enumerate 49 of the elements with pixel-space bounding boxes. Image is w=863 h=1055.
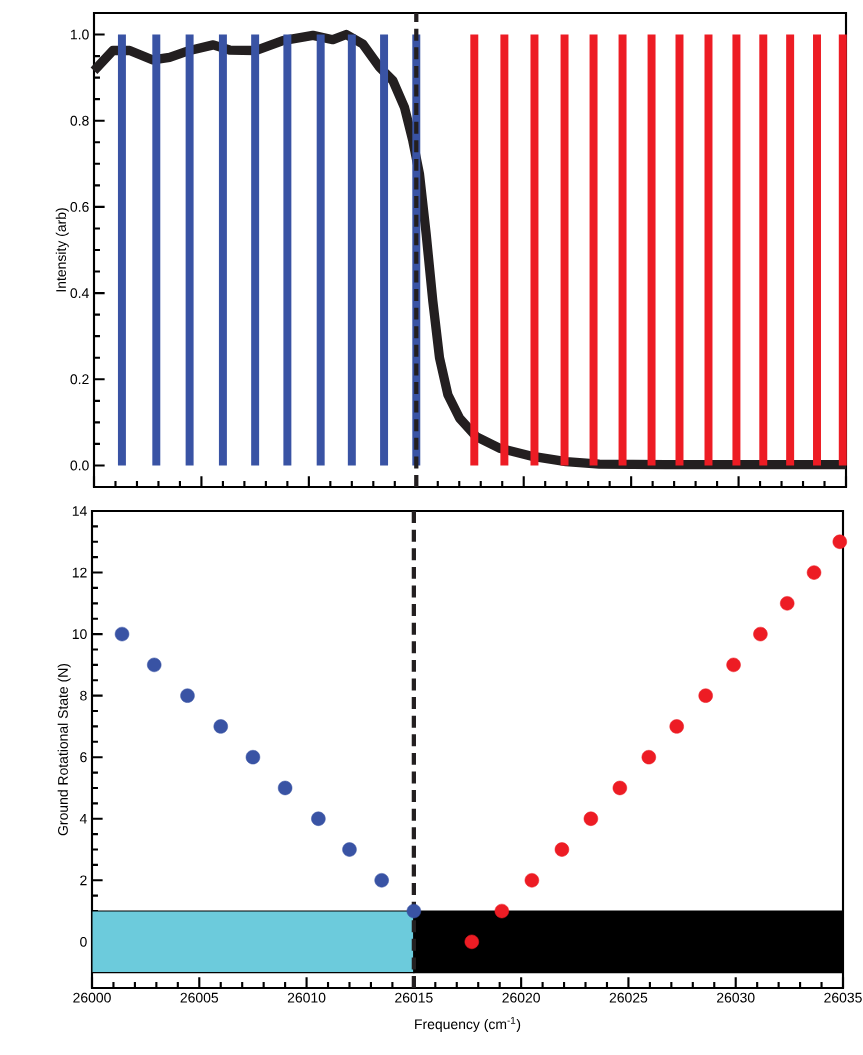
x-tick-label: 26005 (180, 992, 219, 1003)
point (583, 811, 599, 826)
y-tick-label: 14 (72, 506, 87, 516)
point (524, 873, 540, 888)
point (277, 780, 293, 796)
y-tick-label: 0.0 (70, 460, 89, 471)
point (698, 688, 713, 703)
point (806, 565, 822, 580)
point (612, 780, 628, 796)
point (213, 719, 228, 734)
point (114, 626, 130, 642)
y-tick-label: 2 (80, 875, 87, 886)
point (669, 719, 684, 734)
point (406, 903, 422, 919)
y-tick-label: 8 (80, 690, 87, 701)
point (832, 534, 847, 549)
point (245, 750, 261, 765)
x-tick-label: 26035 (824, 992, 862, 1003)
point (494, 903, 510, 919)
y-tick-label: 0.6 (70, 201, 89, 212)
x-tick-label: 26000 (73, 992, 111, 1003)
x-tick-label: 26030 (717, 992, 755, 1003)
point (374, 873, 389, 888)
y-tick-label: 10 (72, 629, 87, 640)
y-tick-label: 12 (72, 567, 87, 578)
y-tick-label: 0.8 (70, 115, 89, 126)
x-tick-label: 26020 (502, 992, 540, 1003)
y-tick-label: 1.0 (70, 29, 89, 40)
point (464, 934, 479, 950)
point (180, 688, 195, 703)
y-tick-label: 0.4 (70, 288, 89, 299)
point (342, 842, 357, 857)
point (753, 626, 768, 642)
y-tick-label: 0.2 (70, 374, 89, 385)
point (147, 657, 162, 673)
y-axis-title: Ground Rotational State (N) (57, 663, 71, 836)
y-axis-title: Intensity (arb) (55, 208, 69, 292)
point (726, 657, 741, 673)
y-tick-label: 0 (80, 936, 87, 947)
point (554, 842, 570, 857)
x-tick-label: 26025 (609, 992, 648, 1003)
y-tick-label: 4 (79, 813, 87, 824)
y-tick-label: 6 (80, 752, 87, 763)
point (641, 750, 656, 765)
point (780, 596, 795, 611)
point (311, 811, 326, 826)
x-tick-label: 26015 (395, 992, 433, 1003)
x-tick-label: 26010 (287, 992, 326, 1003)
x-axis-title: Frequency (cm$^{-1}$) (415, 1016, 521, 1032)
